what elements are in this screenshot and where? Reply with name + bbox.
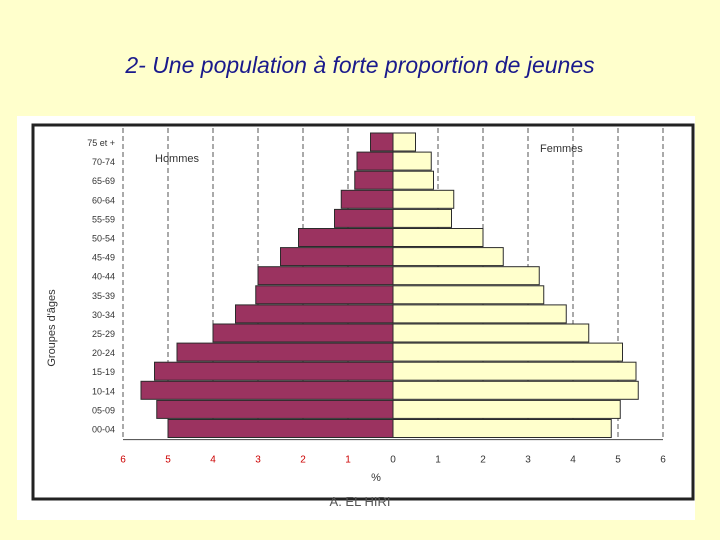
bar-femmes: [392, 399, 621, 419]
bar-hommes: [354, 170, 394, 190]
category-label: 55-59: [92, 214, 115, 224]
bar-femmes: [392, 266, 540, 286]
bar-hommes: [167, 419, 394, 438]
bar-femmes: [392, 361, 637, 381]
x-tick-label: 2: [480, 455, 486, 466]
bar-femmes: [392, 208, 452, 228]
population-pyramid-chart: 75 et + 70-74 65-69 60-64 55-59 50-54 45-49 40-…: [17, 116, 695, 520]
x-tick-label: 2: [300, 455, 306, 466]
bar-femmes: [392, 228, 484, 247]
x-tick-label: 3: [525, 455, 531, 466]
bar-femmes: [392, 304, 567, 324]
category-label: 25-29: [92, 329, 115, 339]
x-tick-label: 6: [660, 455, 666, 466]
bar-layer: [140, 132, 639, 438]
pyramid-svg: 75 et + 70-74 65-69 60-64 55-59 50-54 45-49 40-…: [31, 123, 695, 501]
x-tick-label: 6: [120, 455, 126, 466]
category-label: 70-74: [92, 157, 115, 167]
category-label: 15-19: [92, 367, 115, 377]
slide-title: 2- Une population à forte proportion de …: [125, 52, 595, 78]
category-label: 30-34: [92, 310, 115, 320]
bar-femmes: [392, 342, 623, 362]
category-label: 20-24: [92, 348, 115, 358]
bar-femmes: [392, 323, 590, 343]
y-axis-label: Groupes d'âges: [46, 289, 58, 367]
category-label: 10-14: [92, 386, 115, 396]
bar-hommes: [156, 399, 394, 419]
footer-credit: A. EL HIRI: [329, 494, 391, 509]
legend-hommes: Hommes: [155, 153, 200, 165]
x-tick-label: 3: [255, 455, 261, 466]
category-label: 75 et +: [87, 138, 115, 148]
x-tick-label: 5: [165, 455, 171, 466]
bar-hommes: [212, 323, 394, 343]
category-label: 60-64: [92, 195, 115, 205]
category-label: 05-09: [92, 405, 115, 415]
bar-hommes: [356, 151, 394, 171]
category-label: 35-39: [92, 291, 115, 301]
x-tick-label: 4: [570, 455, 576, 466]
x-tick-label: 4: [210, 455, 216, 466]
bar-femmes: [392, 419, 612, 438]
bar-femmes: [392, 285, 545, 305]
bar-hommes: [340, 189, 394, 209]
bar-hommes: [370, 132, 394, 152]
bar-hommes: [235, 304, 394, 324]
category-label: 00-04: [92, 425, 115, 435]
category-labels: 75 et + 70-74 65-69 60-64 55-59 50-54 45-49 40-…: [87, 138, 115, 435]
bar-femmes: [392, 151, 432, 171]
x-tick-labels: 6 5 4 3 2 1 0 1 2 3 4 5 6: [120, 455, 666, 466]
bar-hommes: [154, 361, 394, 381]
bar-hommes: [280, 247, 394, 267]
x-tick-label: 1: [345, 455, 351, 466]
bar-femmes: [392, 132, 416, 152]
bar-femmes: [392, 380, 639, 400]
category-label: 65-69: [92, 176, 115, 186]
x-tick-label: 1: [435, 455, 441, 466]
bar-hommes: [334, 208, 394, 228]
bar-hommes: [257, 266, 394, 286]
bar-hommes: [298, 228, 394, 247]
bar-hommes: [140, 380, 394, 400]
bar-femmes: [392, 247, 504, 267]
x-tick-label: 5: [615, 455, 621, 466]
category-label: 50-54: [92, 234, 115, 244]
bar-femmes: [392, 189, 455, 209]
bar-hommes: [176, 342, 394, 362]
bar-hommes: [255, 285, 394, 305]
category-label: 45-49: [92, 253, 115, 263]
x-tick-label: 0: [390, 455, 396, 466]
bar-femmes: [392, 170, 434, 190]
x-axis-label: %: [371, 472, 381, 484]
category-label: 40-44: [92, 272, 115, 282]
legend-femmes: Femmes: [540, 143, 583, 155]
